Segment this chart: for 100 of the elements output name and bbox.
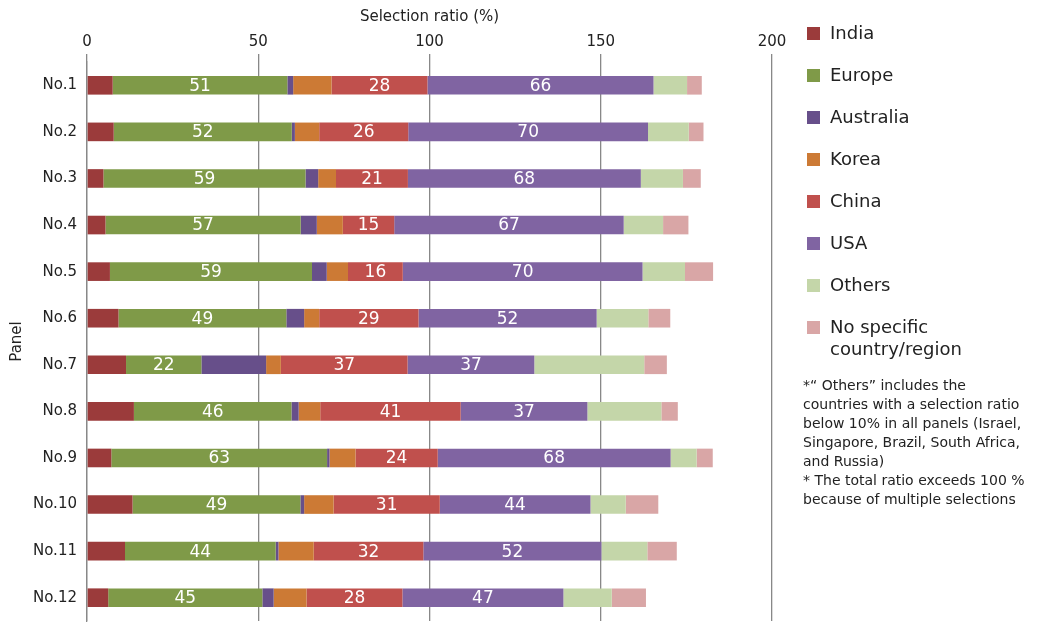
bar — [201, 355, 267, 375]
bar — [87, 495, 133, 514]
bar — [326, 262, 348, 281]
bar — [587, 402, 662, 421]
x-axis-title: Selection ratio (%) — [359, 6, 500, 25]
bar — [300, 215, 317, 235]
data-label: 28 — [343, 587, 366, 608]
data-label: 28 — [368, 74, 391, 95]
bar — [305, 169, 319, 188]
data-label: 29 — [358, 307, 380, 328]
bar — [87, 402, 134, 421]
bar — [87, 355, 127, 375]
data-label: 37 — [333, 354, 356, 375]
data-label: 41 — [379, 400, 402, 421]
y-tick-label: No.11 — [32, 541, 77, 560]
bar — [329, 448, 356, 468]
bar — [87, 308, 119, 328]
bar — [293, 75, 332, 95]
bar — [682, 169, 701, 188]
bar — [623, 215, 664, 235]
legend-label: Korea — [830, 148, 882, 170]
data-label: 59 — [193, 167, 216, 188]
bar — [625, 495, 659, 514]
bar — [648, 308, 671, 328]
legend-label: Australia — [830, 106, 910, 128]
bar — [118, 308, 287, 328]
data-label: 21 — [361, 167, 383, 188]
x-tick-label: 100 — [415, 31, 444, 50]
bar — [534, 355, 645, 375]
bar — [316, 215, 343, 235]
x-tick-label: 50 — [248, 31, 268, 50]
legend-label: No specific country/region — [830, 316, 963, 360]
bar — [109, 262, 313, 281]
bar — [319, 308, 419, 328]
bar — [394, 215, 624, 235]
bar — [306, 588, 403, 608]
data-label: 15 — [357, 214, 380, 235]
data-label: 57 — [192, 214, 214, 235]
bar — [688, 122, 704, 142]
data-label: 46 — [201, 400, 224, 421]
bar — [611, 588, 646, 608]
y-tick-label: No.10 — [32, 494, 77, 513]
text: * The total ratio exceeds 100 % because of multiple selections — [803, 471, 1026, 509]
data-label: 22 — [152, 354, 175, 375]
bar — [402, 262, 643, 281]
data-label: 37 — [460, 354, 482, 375]
bar — [278, 541, 314, 561]
x-tick-label: 0 — [82, 31, 92, 50]
bar — [87, 448, 112, 468]
bar — [300, 495, 305, 514]
y-tick-label: No.5 — [42, 261, 77, 280]
bar — [333, 495, 440, 514]
y-tick-label: No.12 — [32, 587, 77, 606]
bar — [661, 402, 678, 421]
legend-label: Europe — [830, 64, 894, 86]
bar — [87, 169, 104, 188]
y-tick-label: No.9 — [42, 447, 77, 466]
data-label: 44 — [189, 540, 212, 561]
bar — [286, 308, 305, 328]
data-label: 32 — [357, 540, 380, 561]
bar — [113, 122, 292, 142]
bar — [670, 448, 697, 468]
y-tick-label: No.3 — [42, 168, 77, 187]
bar — [87, 75, 113, 95]
data-label: 52 — [496, 307, 519, 328]
data-label: 59 — [200, 261, 222, 282]
bar — [644, 355, 667, 375]
data-label: 49 — [191, 307, 214, 328]
bar — [87, 122, 114, 142]
data-label: 44 — [504, 493, 526, 514]
bar — [280, 355, 408, 375]
bar — [273, 588, 307, 608]
bar — [427, 75, 654, 95]
data-label: 51 — [189, 74, 211, 95]
bar — [291, 402, 299, 421]
y-tick-label: No.8 — [42, 401, 77, 420]
bar — [320, 402, 461, 421]
bar — [418, 308, 597, 328]
bar — [318, 169, 336, 188]
bar — [408, 122, 649, 142]
bar — [87, 541, 126, 561]
bar — [653, 75, 688, 95]
data-label: 47 — [472, 587, 494, 608]
bar — [126, 355, 202, 375]
data-label: 16 — [364, 261, 387, 282]
data-label: 68 — [513, 167, 536, 188]
bar — [423, 541, 602, 561]
bar — [335, 169, 408, 188]
bar — [133, 402, 292, 421]
data-label: 66 — [529, 74, 552, 95]
bar — [402, 588, 564, 608]
bar — [125, 541, 276, 561]
bar — [407, 169, 641, 188]
y-tick-label: No.2 — [42, 121, 77, 140]
bar — [304, 308, 320, 328]
bar — [648, 122, 689, 142]
bar — [331, 75, 428, 95]
bar — [291, 122, 295, 142]
bar — [439, 495, 591, 514]
bar — [696, 448, 713, 468]
